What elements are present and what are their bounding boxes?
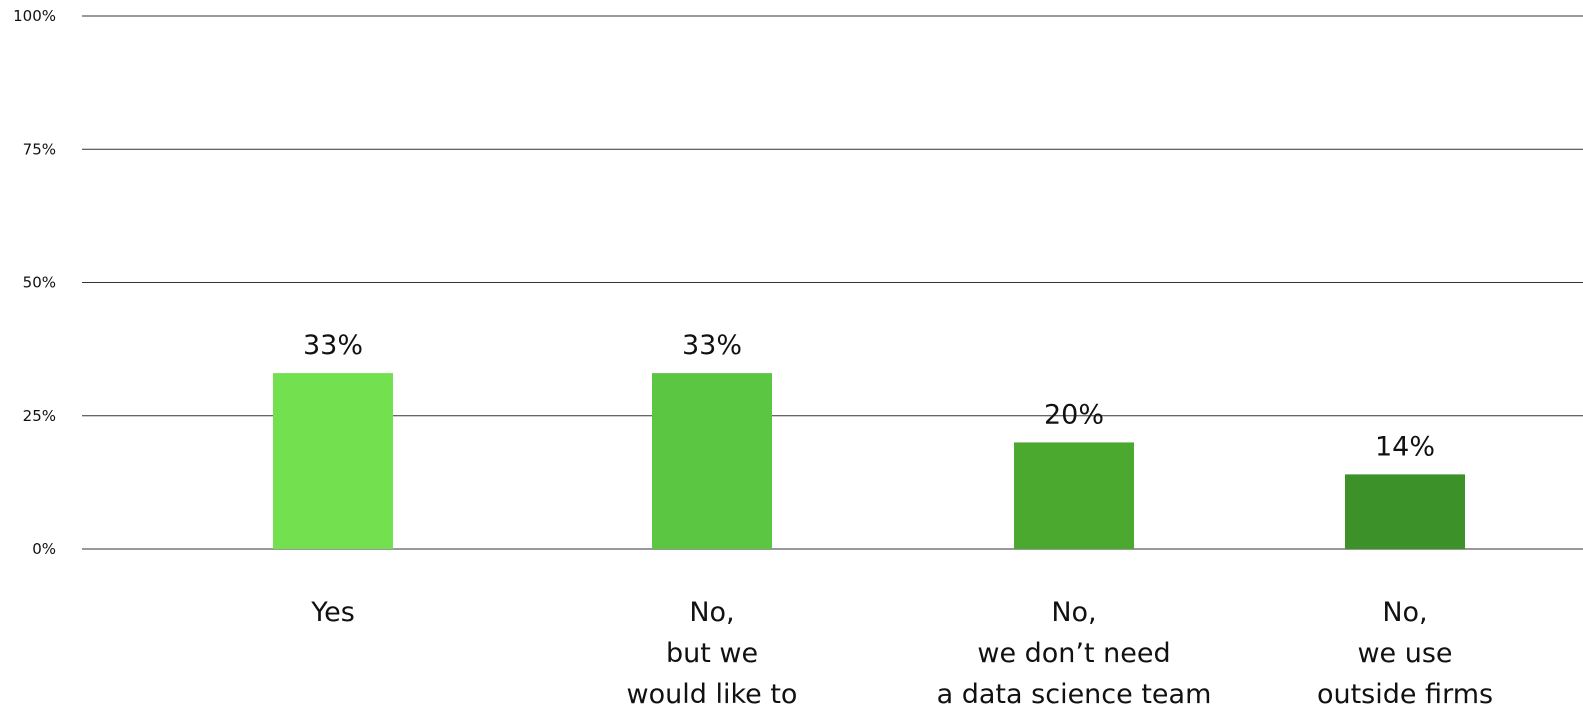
y-tick-label: 100% bbox=[13, 7, 56, 25]
category-label: Yes bbox=[310, 597, 355, 628]
data-label: 14% bbox=[1375, 431, 1435, 462]
y-axis-tick-labels: 0% 25% 50% 75% 100% bbox=[13, 7, 56, 558]
category-label: we don’t need bbox=[977, 638, 1170, 669]
bar bbox=[1345, 474, 1465, 549]
y-tick-label: 25% bbox=[23, 407, 56, 425]
category-label: but we bbox=[666, 638, 758, 669]
bar bbox=[1014, 442, 1134, 549]
category-label: we use bbox=[1357, 638, 1452, 669]
category-label: a data science team bbox=[937, 679, 1212, 710]
category-label: No, bbox=[1051, 597, 1096, 628]
data-label: 33% bbox=[303, 330, 363, 361]
category-label: No, bbox=[1382, 597, 1427, 628]
data-label: 33% bbox=[682, 330, 742, 361]
bars bbox=[273, 373, 1465, 549]
category-labels: Yes No, but we would like to No, we don’t nee… bbox=[310, 597, 1493, 710]
value-labels: 33% 33% 20% 14% bbox=[303, 330, 1435, 462]
category-label: would like to bbox=[627, 679, 798, 710]
y-tick-label: 50% bbox=[23, 274, 56, 292]
y-tick-label: 0% bbox=[32, 540, 56, 558]
category-label: outside firms bbox=[1317, 679, 1493, 710]
bar bbox=[652, 373, 772, 549]
bar bbox=[273, 373, 393, 549]
category-label: No, bbox=[689, 597, 734, 628]
y-tick-label: 75% bbox=[23, 140, 56, 158]
data-label: 20% bbox=[1044, 399, 1104, 430]
